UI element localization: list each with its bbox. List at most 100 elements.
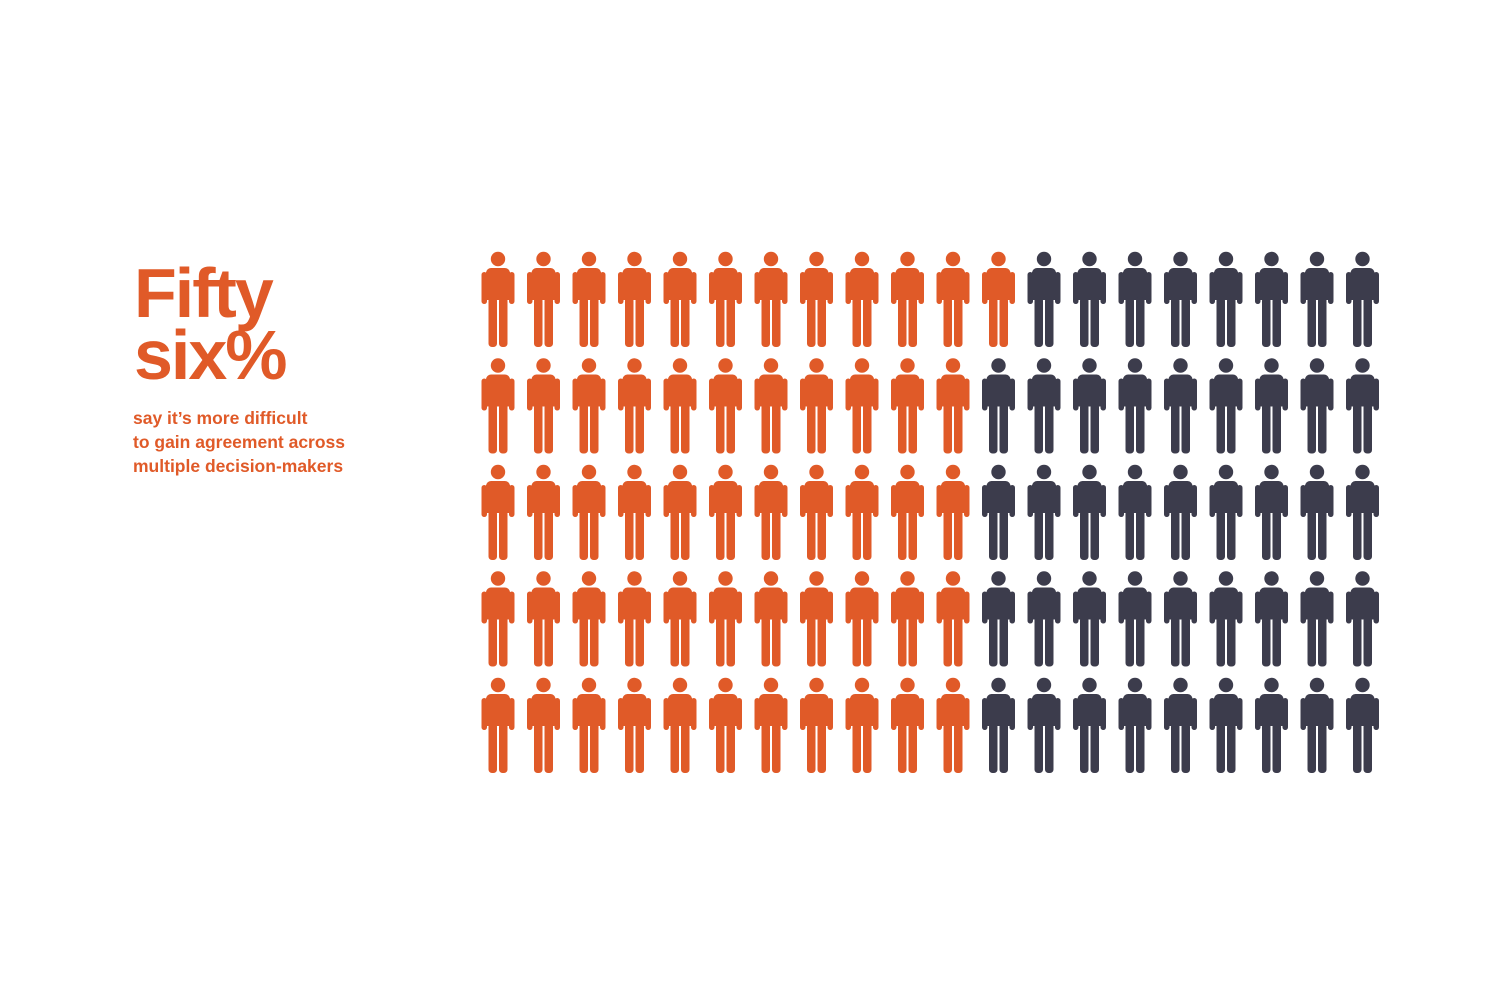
person-icon-highlighted [663, 358, 697, 454]
person-icon [1027, 464, 1061, 560]
person-icon-highlighted [936, 464, 970, 560]
person-icon [1209, 464, 1243, 560]
person-icon-highlighted [663, 677, 697, 773]
person-icon [1073, 571, 1106, 667]
person-icon [1164, 571, 1197, 667]
person-icon [1164, 464, 1197, 560]
person-icon-highlighted [572, 677, 606, 773]
person-icon-highlighted [845, 677, 879, 773]
person-icon-highlighted [481, 251, 515, 347]
person-icon-highlighted [709, 358, 742, 454]
person-icon-highlighted [527, 677, 560, 773]
person-icon [1118, 571, 1152, 667]
person-icon [1209, 571, 1243, 667]
person-icon [1209, 251, 1243, 347]
person-icon [1027, 677, 1061, 773]
person-icon [1255, 677, 1288, 773]
person-icon-highlighted [982, 251, 1015, 347]
person-icon [982, 464, 1015, 560]
person-icon [1164, 677, 1197, 773]
person-icon-highlighted [800, 251, 833, 347]
person-icon [1346, 358, 1379, 454]
subtitle-line-1: say it’s more difficult [133, 408, 308, 428]
person-icon [1255, 251, 1288, 347]
person-icon [1255, 571, 1288, 667]
person-icon-highlighted [800, 464, 833, 560]
person-icon-highlighted [800, 358, 833, 454]
person-icon-highlighted [891, 677, 924, 773]
person-icon [1118, 251, 1152, 347]
person-icon [982, 358, 1015, 454]
person-icon-highlighted [481, 464, 515, 560]
person-icon-highlighted [800, 677, 833, 773]
person-icon-highlighted [709, 251, 742, 347]
person-icon-highlighted [709, 677, 742, 773]
person-icon [1073, 251, 1106, 347]
person-icon-highlighted [618, 251, 651, 347]
person-icon-highlighted [572, 251, 606, 347]
person-icon-highlighted [936, 251, 970, 347]
person-icon [1346, 571, 1379, 667]
person-icon-highlighted [572, 358, 606, 454]
person-icon [1300, 677, 1334, 773]
person-icon [1118, 677, 1152, 773]
person-icon-highlighted [891, 464, 924, 560]
person-icon-highlighted [663, 571, 697, 667]
person-icon-highlighted [754, 571, 788, 667]
person-icon-highlighted [845, 358, 879, 454]
person-icon-highlighted [754, 677, 788, 773]
person-icon [1164, 358, 1197, 454]
person-icon-highlighted [936, 358, 970, 454]
person-icon-highlighted [481, 571, 515, 667]
person-icon-highlighted [936, 677, 970, 773]
person-icon [1209, 677, 1243, 773]
subtitle-line-3: multiple decision-makers [133, 456, 344, 476]
person-icon [1073, 358, 1106, 454]
person-icon-highlighted [618, 677, 651, 773]
person-icon [1073, 464, 1106, 560]
person-icon [1027, 358, 1061, 454]
subtitle-line-2: to gain agreement across [133, 432, 346, 452]
person-icon [1346, 251, 1379, 347]
person-icon-highlighted [572, 464, 606, 560]
person-icon-highlighted [936, 571, 970, 667]
person-icon-highlighted [527, 251, 560, 347]
person-icon-highlighted [527, 358, 560, 454]
person-icon [1209, 358, 1243, 454]
person-icon [1027, 571, 1061, 667]
person-icon [1300, 571, 1334, 667]
person-icon-highlighted [572, 571, 606, 667]
person-icon-highlighted [709, 571, 742, 667]
person-icon [1118, 358, 1152, 454]
person-icon-highlighted [800, 571, 833, 667]
person-icon [982, 677, 1015, 773]
person-icon [1073, 677, 1106, 773]
person-icon-highlighted [845, 251, 879, 347]
person-icon [1300, 251, 1334, 347]
person-icon [1300, 464, 1334, 560]
person-icon [1164, 251, 1197, 347]
person-icon [1300, 358, 1334, 454]
headline: Fifty six% [134, 254, 434, 394]
person-icon-highlighted [481, 677, 515, 773]
person-icon-highlighted [754, 464, 788, 560]
person-icon-highlighted [618, 464, 651, 560]
headline-line-1: Fifty [134, 254, 274, 332]
person-icon-highlighted [891, 571, 924, 667]
person-icon [1118, 464, 1152, 560]
person-icon [1255, 358, 1288, 454]
person-icon [1346, 677, 1379, 773]
person-icon-highlighted [527, 571, 560, 667]
person-icon-highlighted [709, 464, 742, 560]
person-icon [982, 571, 1015, 667]
pictogram-figures [481, 251, 1379, 773]
person-icon [1255, 464, 1288, 560]
person-icon-highlighted [754, 358, 788, 454]
person-icon-highlighted [663, 464, 697, 560]
person-icon [1346, 464, 1379, 560]
person-icon-highlighted [663, 251, 697, 347]
person-icon-highlighted [754, 251, 788, 347]
headline-line-2: six% [134, 316, 288, 394]
person-icon-highlighted [527, 464, 560, 560]
